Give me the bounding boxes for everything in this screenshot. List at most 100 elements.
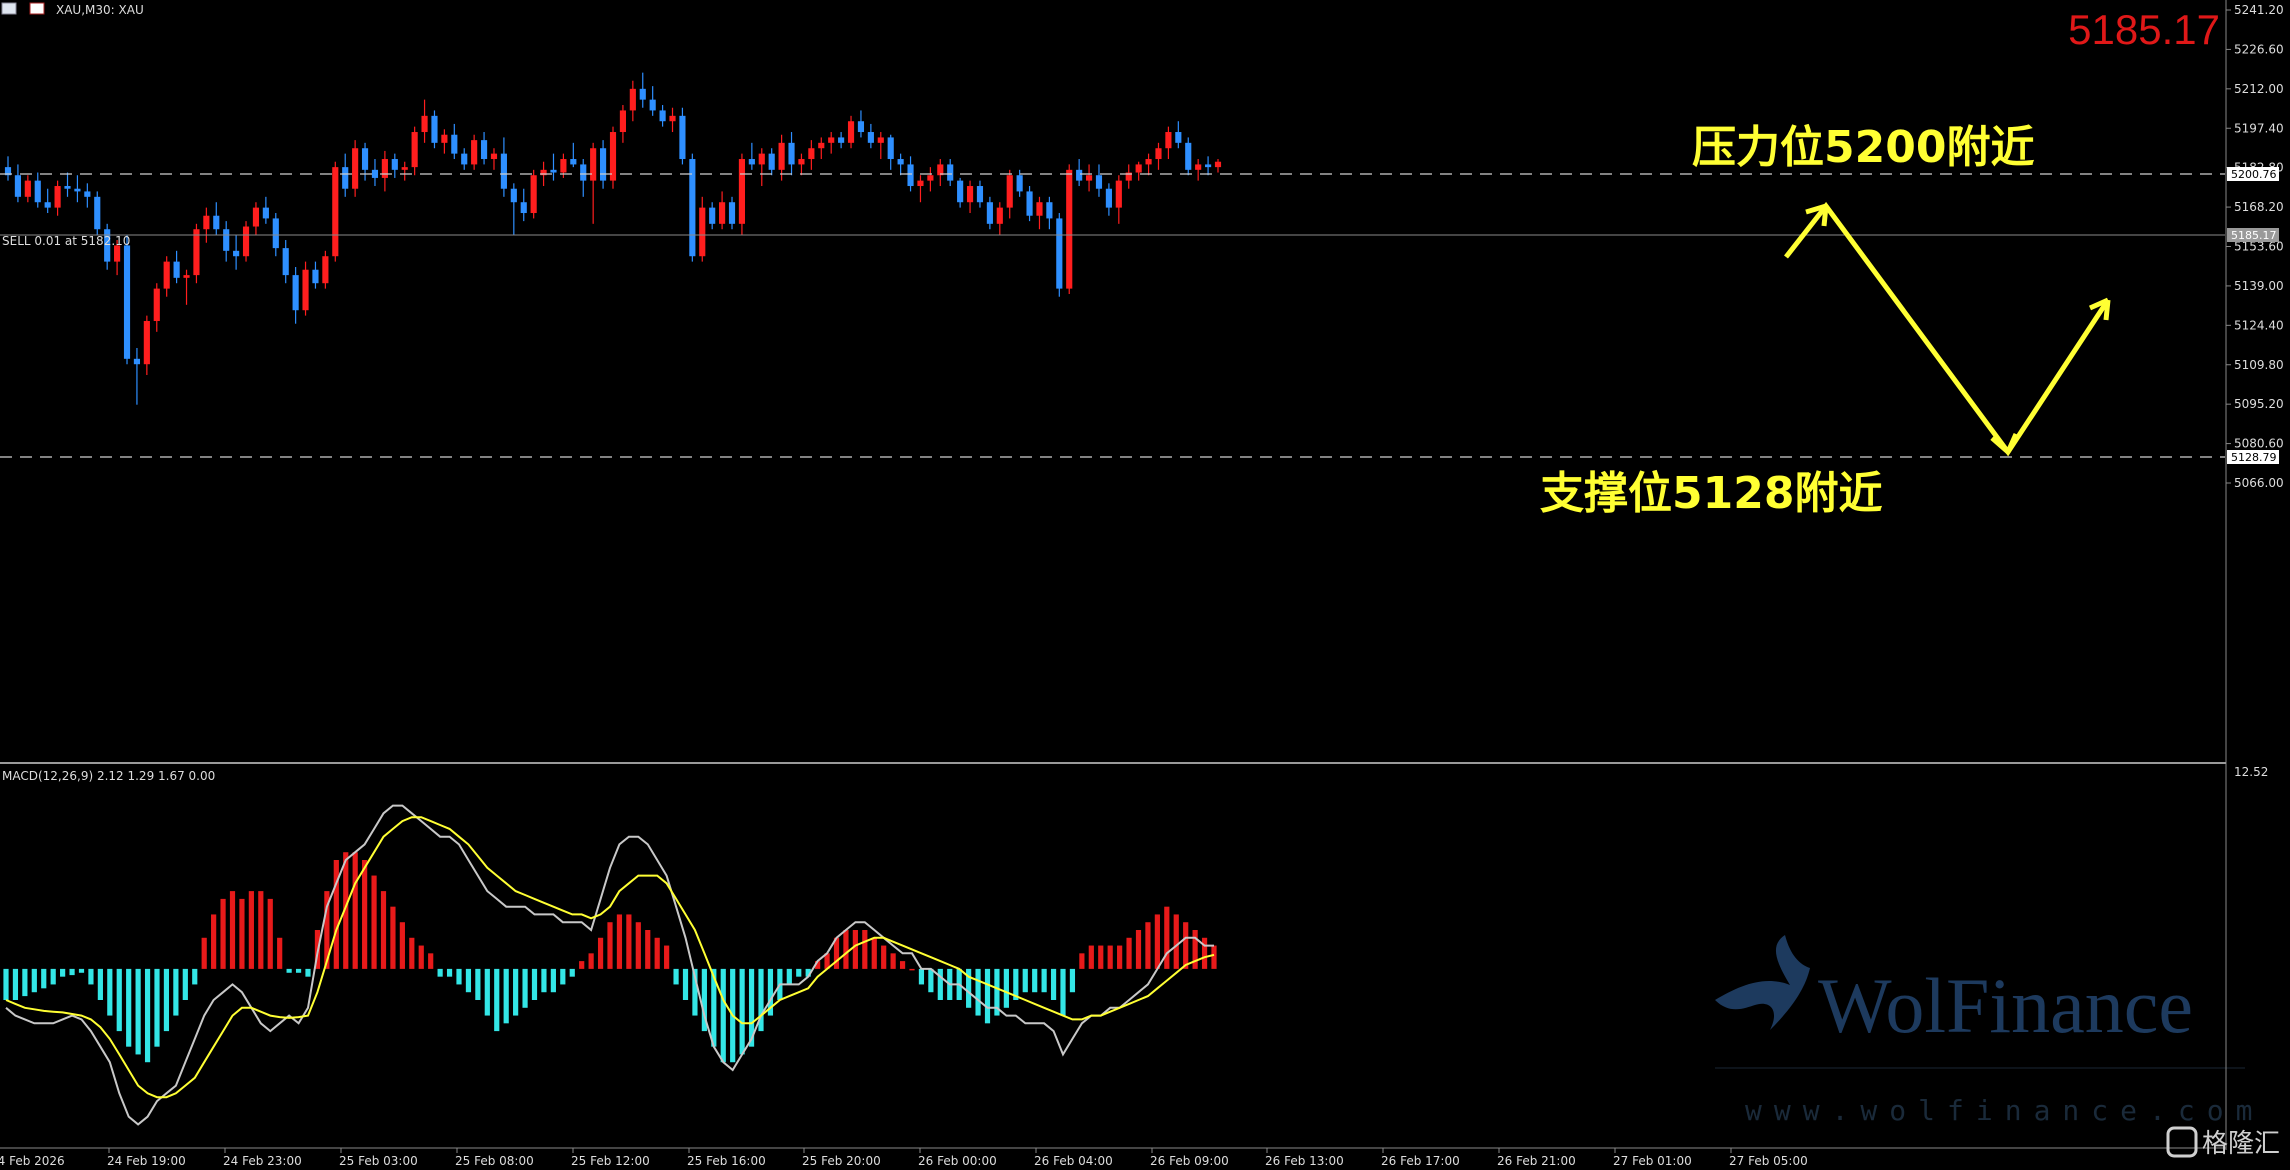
candle-body	[54, 186, 61, 208]
macd-bar	[1022, 968, 1028, 993]
candle-body	[1214, 161, 1222, 168]
macd-bar	[899, 961, 906, 969]
symbol-label: XAU,M30: XAU	[56, 3, 144, 17]
candle	[719, 191, 726, 230]
price-tick-label: 5066.00	[2234, 476, 2284, 490]
macd-histogram	[3, 852, 1217, 1063]
candle	[877, 132, 884, 160]
time-tick-label: 24 Feb 23:00	[223, 1154, 302, 1168]
candle-body	[272, 218, 279, 249]
candle-body	[431, 115, 438, 143]
macd-bar	[135, 968, 141, 1055]
candle	[788, 132, 795, 176]
macd-bar	[295, 968, 302, 973]
macd-bar	[267, 898, 273, 969]
macd-bar	[531, 968, 538, 1000]
sell-order-label[interactable]: SELL 0.01 at 5182.10	[2, 234, 130, 248]
macd-bar	[418, 945, 424, 969]
candle	[927, 167, 934, 192]
macd-bar	[909, 968, 915, 971]
candle	[600, 140, 607, 189]
price-axis: 5241.205226.605212.005197.405182.805168.…	[2225, 0, 2284, 1150]
candle	[530, 169, 537, 219]
candle-body	[421, 115, 428, 133]
candle	[461, 148, 468, 170]
macd-bar	[343, 852, 349, 969]
resistance-annotation: 压力位5200附近	[1692, 122, 2034, 173]
macd-bar	[758, 968, 764, 1032]
candle	[649, 86, 656, 116]
forecast-zigzag[interactable]	[1784, 201, 2111, 457]
candle	[14, 164, 21, 203]
macd-bar	[503, 968, 509, 1024]
candle	[1105, 183, 1112, 216]
candle-body	[679, 115, 686, 160]
macd-bar	[1041, 968, 1047, 993]
macd-bar	[163, 968, 170, 1032]
candle-body	[312, 269, 319, 284]
candle	[1085, 164, 1093, 192]
candle-body	[1066, 169, 1073, 289]
macd-bar	[173, 968, 179, 1016]
macd-bar	[550, 968, 556, 993]
candle-body	[857, 121, 865, 133]
macd-bar	[815, 961, 821, 969]
macd-bar	[1183, 922, 1189, 969]
macd-bar	[607, 922, 613, 969]
candle	[996, 202, 1003, 235]
candle	[1046, 196, 1053, 230]
candle-body	[639, 88, 646, 100]
candle	[1036, 196, 1043, 230]
candle	[1115, 175, 1122, 224]
candle	[233, 234, 240, 270]
macd-bar	[97, 968, 103, 1000]
candle	[619, 105, 626, 143]
macd-bar	[852, 930, 858, 969]
candle	[332, 161, 339, 262]
current-tag-bg	[2227, 228, 2279, 242]
macd-bar	[1098, 945, 1104, 969]
candle-body	[163, 261, 170, 289]
candle	[609, 126, 617, 189]
forecast-path[interactable]	[1784, 201, 2111, 457]
candle	[1205, 156, 1212, 176]
candle-body	[600, 148, 607, 181]
time-tick-label: 26 Feb 17:00	[1381, 1154, 1460, 1168]
macd-bar	[1211, 945, 1217, 969]
current-price-big: 5185.17	[2068, 6, 2220, 53]
macd-bar	[456, 968, 462, 985]
candle	[123, 234, 131, 365]
candle-body	[699, 207, 706, 257]
macd-bar	[371, 875, 377, 969]
candle	[1175, 121, 1182, 149]
macd-bar	[22, 968, 28, 997]
macd-bar	[720, 968, 726, 1063]
candle	[917, 175, 924, 203]
candle	[828, 132, 835, 154]
candle	[1195, 159, 1202, 181]
watermark: WolFinance www.wolfinance.com	[1715, 935, 2252, 1127]
macd-bar	[966, 968, 972, 1008]
macd-bar	[994, 968, 1000, 1016]
macd-bar	[475, 968, 481, 1000]
candle-body	[292, 275, 299, 311]
macd-bar	[1145, 922, 1151, 969]
macd-bar	[220, 898, 226, 969]
candle	[669, 107, 676, 133]
macd-bar	[1069, 968, 1076, 993]
candle	[748, 142, 755, 170]
candle-body	[64, 186, 71, 189]
candle	[471, 134, 478, 170]
candle	[282, 240, 289, 284]
candle-body	[957, 180, 964, 203]
candle	[986, 196, 993, 230]
candle-body	[123, 245, 131, 359]
candle-body	[1175, 132, 1182, 143]
price-tick-label: 5168.20	[2234, 200, 2284, 214]
candle-body	[490, 153, 498, 160]
candle-body	[550, 169, 557, 173]
candle-body	[74, 188, 81, 192]
macd-bar	[1050, 968, 1057, 1000]
candle-body	[352, 148, 359, 189]
candle	[252, 202, 260, 235]
